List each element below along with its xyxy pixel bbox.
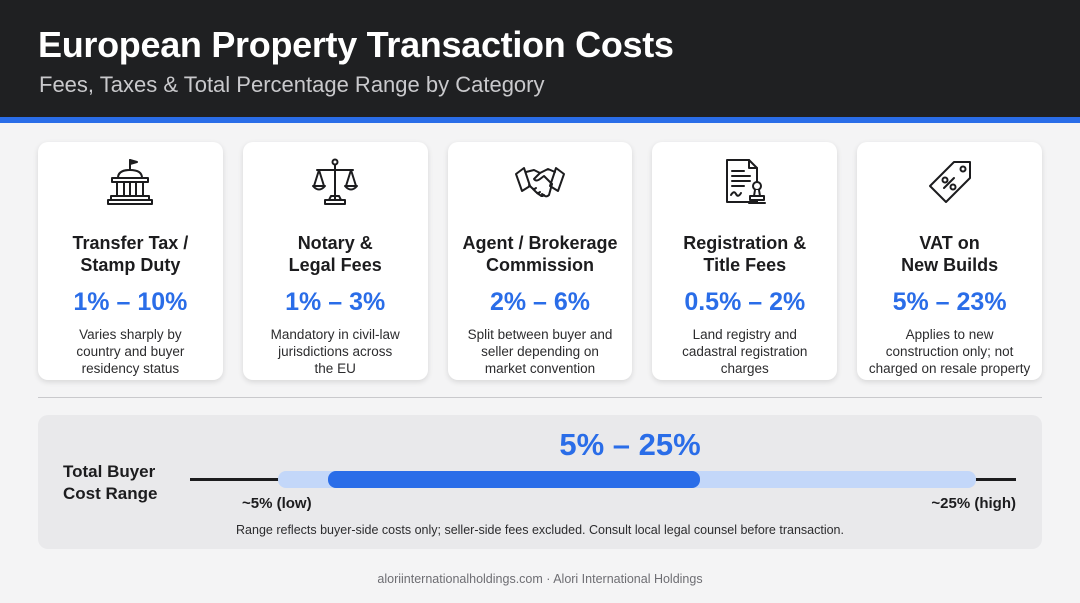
- card-title-line: Agent / Brokerage: [462, 233, 618, 253]
- range-low-label: ~5% (low): [242, 495, 312, 512]
- card-desc-line: construction only; not: [885, 344, 1014, 359]
- card-desc-line: Split between buyer and: [467, 327, 613, 342]
- card-title: Agent / Brokerage Commission: [462, 232, 617, 276]
- summary-footnote: Range reflects buyer-side costs only; se…: [236, 523, 844, 537]
- card-range: 0.5% – 2%: [684, 288, 806, 316]
- card-desc-line: Land registry and: [692, 327, 797, 342]
- page-footer: aloriinternationalholdings.com · Alori I…: [377, 572, 703, 586]
- card-range: 1% – 3%: [285, 288, 386, 316]
- summary-range-value: 5% – 25%: [559, 427, 701, 462]
- card-range: 1% – 10%: [73, 288, 188, 316]
- range-high-label: ~25% (high): [931, 495, 1016, 512]
- card-desc-line: Applies to new: [905, 327, 994, 342]
- card-desc-line: residency status: [81, 361, 180, 376]
- card-title-line: Stamp Duty: [80, 255, 181, 275]
- document-stamp-icon: [719, 156, 771, 208]
- summary-label: Total Buyer Cost Range: [63, 461, 157, 505]
- page-subtitle: Fees, Taxes & Total Percentage Range by …: [39, 72, 545, 97]
- scales-of-justice-icon: [309, 156, 361, 208]
- card-desc-line: Varies sharply by: [79, 327, 182, 342]
- card-description: Mandatory in civil-law jurisdictions acr…: [265, 326, 406, 377]
- card-desc-line: Mandatory in civil-law: [270, 327, 400, 342]
- government-building-icon: [104, 156, 156, 208]
- total-cost-summary-panel: Total Buyer Cost Range 5% – 25% ~5% (low…: [38, 415, 1042, 549]
- card-agent-commission: Agent / Brokerage Commission 2% – 6% Spl…: [447, 142, 633, 380]
- card-vat-new-builds: VAT on New Builds 5% – 23% Applies to ne…: [857, 142, 1042, 380]
- section-divider: [38, 397, 1042, 398]
- cost-category-cards: Transfer Tax / Stamp Duty 1% – 10% Varie…: [38, 142, 1042, 380]
- card-desc-line: the EU: [314, 361, 356, 376]
- card-description: Applies to new construction only; not ch…: [863, 326, 1036, 377]
- card-title-line: New Builds: [901, 255, 999, 275]
- card-title-line: Registration &: [683, 233, 807, 253]
- summary-label-line: Cost Range: [63, 484, 158, 503]
- card-description: Varies sharply by country and buyer resi…: [70, 326, 190, 377]
- card-desc-line: charges: [720, 361, 769, 376]
- card-desc-line: seller depending on: [481, 344, 599, 359]
- card-desc-line: cadastral registration: [682, 344, 808, 359]
- card-title: VAT on New Builds: [901, 232, 998, 276]
- card-desc-line: country and buyer: [76, 344, 185, 359]
- card-title-line: Notary &: [297, 233, 373, 253]
- card-desc-line: market convention: [484, 361, 596, 376]
- percent-tag-icon: [924, 156, 976, 208]
- summary-label-line: Total Buyer: [63, 462, 156, 481]
- card-title-line: Commission: [485, 255, 594, 275]
- card-desc-line: charged on resale property: [868, 361, 1031, 376]
- card-title-line: Legal Fees: [288, 255, 382, 275]
- header-bar: European Property Transaction Costs Fees…: [0, 0, 1080, 117]
- range-band-core: [328, 471, 700, 488]
- card-description: Land registry and cadastral registration…: [676, 326, 813, 377]
- card-registration-title: Registration & Title Fees 0.5% – 2% Land…: [652, 142, 838, 380]
- card-title-line: Title Fees: [703, 255, 787, 275]
- card-title-line: VAT on: [919, 233, 980, 253]
- handshake-icon: [514, 156, 566, 208]
- card-desc-line: jurisdictions across: [278, 344, 393, 359]
- card-notary-legal: Notary & Legal Fees 1% – 3% Mandatory in…: [242, 142, 428, 380]
- card-title: Registration & Title Fees: [683, 232, 806, 276]
- card-title: Transfer Tax / Stamp Duty: [73, 232, 189, 276]
- card-title-line: Transfer Tax /: [72, 233, 189, 253]
- card-description: Split between buyer and seller depending…: [462, 326, 619, 377]
- header-accent-stripe: [0, 117, 1080, 123]
- card-transfer-tax: Transfer Tax / Stamp Duty 1% – 10% Varie…: [38, 142, 223, 380]
- card-range: 2% – 6%: [489, 288, 591, 316]
- card-range: 5% – 23%: [892, 288, 1007, 316]
- page-title: European Property Transaction Costs: [38, 24, 674, 65]
- card-title: Notary & Legal Fees: [289, 232, 382, 276]
